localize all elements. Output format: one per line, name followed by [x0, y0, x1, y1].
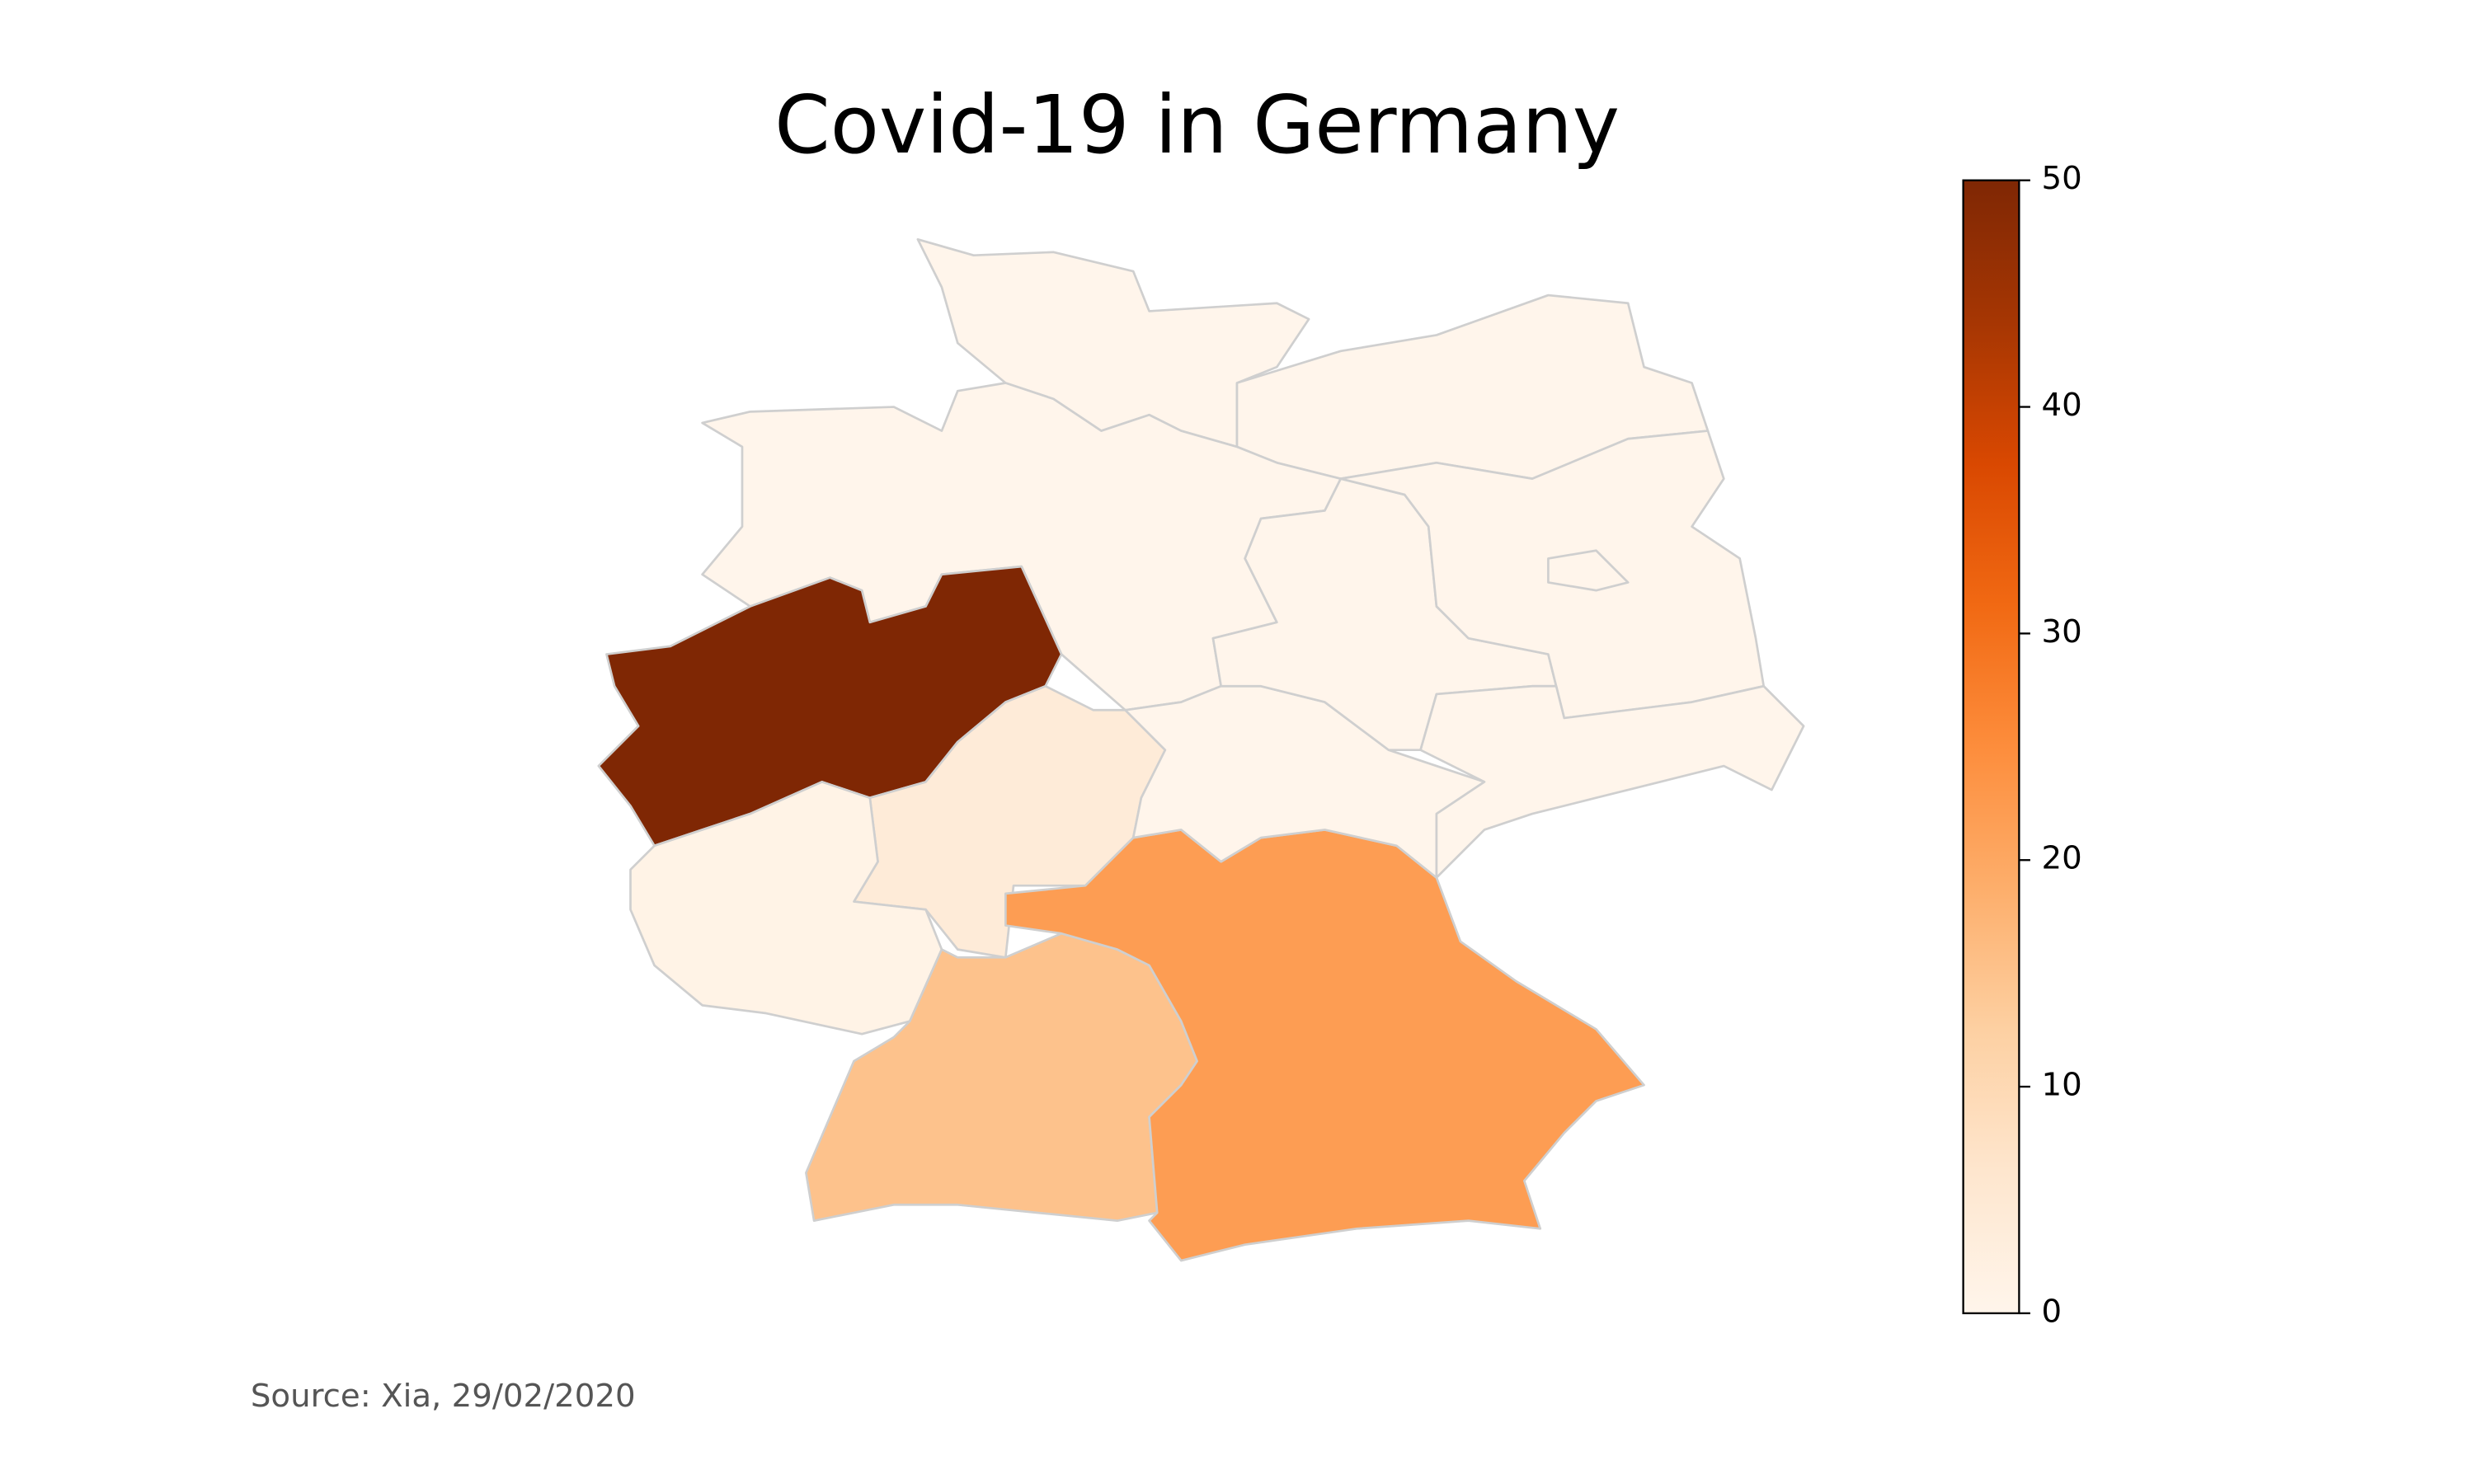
- colorbar-scale: [1962, 179, 2020, 1315]
- colorbar-tick-label: 40: [2041, 387, 2081, 424]
- source-note: Source: Xia, 29/02/2020: [251, 1378, 636, 1415]
- colorbar-tick-label: 30: [2041, 613, 2081, 650]
- colorbar: 0 10 20 30 40 50: [1962, 160, 2082, 1330]
- colorbar-tick-label: 20: [2041, 840, 2081, 877]
- colorbar-tick-label: 10: [2041, 1067, 2081, 1104]
- colorbar-tick-label: 0: [2041, 1293, 2062, 1330]
- chart-title: Covid-19 in Germany: [774, 78, 1620, 171]
- region: [1547, 549, 1630, 592]
- colorbar-tick-label: 50: [2041, 160, 2081, 197]
- region: [1419, 684, 1805, 879]
- map-canvas: Covid-19 in Germany Source: Xia, 29/02/2…: [251, 78, 2082, 1415]
- regions: [597, 237, 1805, 1262]
